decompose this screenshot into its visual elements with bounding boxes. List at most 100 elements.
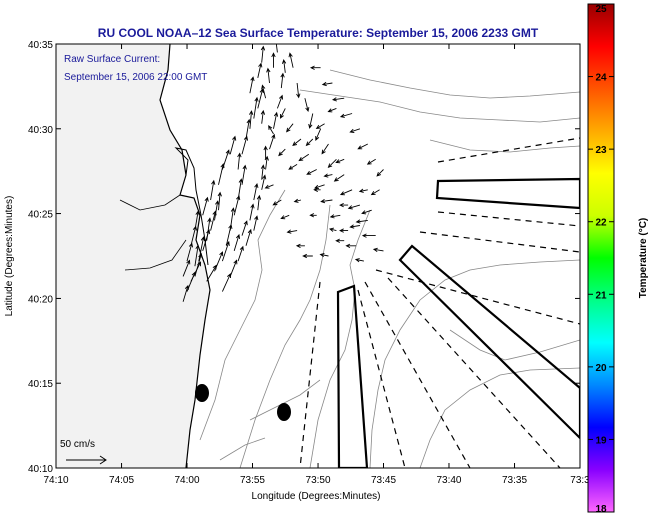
current-vector [331, 97, 345, 102]
colorbar-ticks: 18 19 20 21 22 23 24 25 [588, 3, 614, 515]
current-vector [335, 158, 345, 164]
current-vector [249, 76, 255, 94]
current-vector [315, 128, 322, 141]
x-tick-label: 73:35 [502, 475, 527, 486]
current-vector [281, 58, 287, 73]
current-vector [329, 214, 341, 219]
current-vector [257, 62, 263, 78]
current-vector [280, 108, 286, 119]
x-tick-label: 74:05 [109, 475, 134, 486]
current-vector [335, 238, 345, 243]
colorbar-tick-label: 23 [595, 145, 607, 156]
current-vector [349, 128, 361, 133]
current-vector [269, 133, 276, 150]
x-axis-label: Longitude (Degrees:Minutes) [252, 491, 381, 502]
current-vector [229, 259, 238, 277]
current-vector [260, 109, 266, 124]
current-vector [329, 227, 337, 232]
current-vector [256, 194, 262, 211]
current-vector [266, 67, 271, 84]
current-vector [214, 200, 220, 221]
current-vector [308, 113, 314, 129]
current-vector [275, 44, 278, 53]
current-vector [182, 259, 191, 277]
current-vector [264, 184, 274, 189]
bathymetry-contours [199, 69, 580, 468]
x-tick-label: 73:55 [240, 475, 265, 486]
chart-title: RU COOL NOAA–12 Sea Surface Temperature:… [98, 26, 539, 40]
current-vector [190, 225, 198, 246]
current-vector [339, 228, 349, 233]
current-vector [214, 251, 224, 272]
current-vector [237, 152, 242, 170]
colorbar-tick-label: 25 [595, 4, 607, 15]
current-vector [361, 233, 376, 238]
current-vector [292, 138, 302, 147]
current-vector [245, 228, 252, 246]
current-vector [347, 204, 361, 210]
shipping-lanes [299, 137, 580, 468]
current-vector [257, 88, 264, 109]
current-vector [288, 52, 294, 68]
current-vector [249, 203, 255, 221]
y-tick-label: 40:35 [28, 40, 53, 51]
current-vector [286, 123, 294, 133]
scale-label: 50 cm/s [60, 439, 95, 450]
current-vector [339, 202, 349, 208]
current-vector [280, 72, 285, 89]
current-vector [327, 158, 337, 169]
current-vector [261, 174, 267, 190]
current-vector [218, 162, 225, 185]
current-vector [358, 188, 368, 193]
current-vector [295, 243, 305, 249]
y-tick-label: 40:30 [28, 125, 53, 136]
current-vector [372, 247, 384, 252]
current-vector [276, 94, 284, 109]
current-vector [260, 45, 266, 63]
current-vector [298, 153, 310, 162]
y-tick-label: 40:15 [28, 379, 53, 390]
bay-shore [119, 194, 187, 271]
x-tick-label: 73:3 [570, 475, 590, 486]
colorbar-tick-label: 21 [595, 290, 607, 301]
current-vector [376, 169, 384, 177]
current-vector [194, 244, 200, 267]
annotation-line1: Raw Surface Current: [64, 54, 160, 65]
current-vector [229, 207, 236, 231]
current-vector [186, 242, 194, 262]
current-vector [355, 219, 368, 224]
colorbar-tick-label: 24 [595, 73, 607, 84]
current-vector [302, 253, 313, 259]
land-area [56, 44, 210, 468]
current-vector [233, 233, 241, 252]
current-vector [263, 145, 268, 160]
current-vector [309, 65, 321, 70]
colorbar-label: Temperature (°C) [638, 218, 649, 299]
current-vector [320, 199, 333, 204]
colorbar-tick-label: 22 [595, 218, 607, 229]
current-vector [321, 81, 333, 87]
current-vector [321, 143, 329, 155]
current-vector [339, 189, 353, 196]
channel-outlines [336, 177, 580, 468]
current-vector [261, 84, 267, 99]
current-vector [217, 191, 222, 211]
x-tick-label: 74:00 [175, 475, 200, 486]
colorbar-tick-label: 18 [595, 504, 607, 515]
current-vector [349, 224, 360, 229]
current-vector [309, 213, 317, 218]
current-vector [206, 217, 212, 241]
current-vector [237, 245, 244, 262]
current-vector [241, 220, 248, 236]
current-vector [345, 243, 356, 249]
current-vector [229, 135, 237, 155]
x-axis-ticks: 74:10 74:05 74:00 73:55 73:50 73:45 73:40 73:35… [43, 44, 590, 486]
current-vector [361, 209, 372, 215]
current-vector [304, 98, 310, 113]
x-tick-label: 73:45 [371, 475, 396, 486]
colorbar [587, 3, 615, 513]
current-vector [249, 110, 254, 129]
current-vector [296, 82, 301, 99]
current-vector [333, 174, 345, 182]
